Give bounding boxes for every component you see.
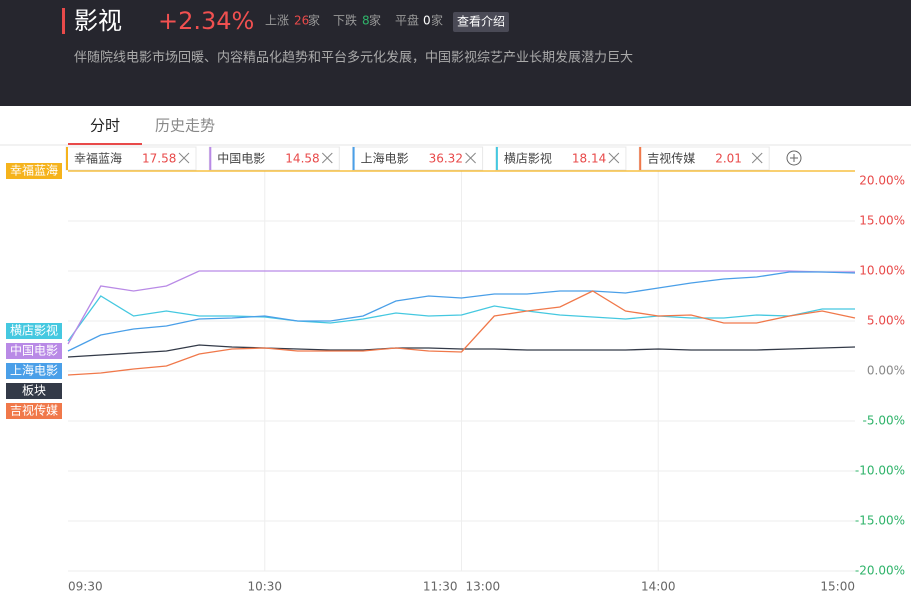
series-tag [6,403,62,419]
chip-name: 吉视传媒 [647,151,695,166]
chip-name: 中国电影 [217,151,265,166]
series-tag [6,343,62,359]
chip-color [495,147,498,170]
series-tag-label: 吉视传媒 [10,403,58,418]
chip-close[interactable] [321,152,333,164]
up-count: 26 [294,14,309,28]
add-icon [790,154,798,162]
unit: 家 [369,13,381,28]
title: 影视 [74,7,122,35]
chip-color [209,147,212,170]
chip-price: 36.32 [429,152,463,166]
series-tag [6,363,62,379]
flat-label: 平盘 [395,13,419,28]
series-line [67,295,855,342]
series-line [67,290,856,376]
chip-price: 2.01 [715,152,742,166]
tab[interactable]: 分时 [90,117,120,135]
x-tick-label: 09:30 [68,580,103,594]
up-label: 上涨 [265,13,289,28]
y-tick-label: 5.00% [867,314,905,328]
x-tick-label: 13:00 [466,580,501,594]
chip-name: 上海电影 [361,151,409,166]
y-tick-label: 20.00% [859,174,905,188]
description: 伴随院线电影市场回暖、内容精品化趋势和平台多元化发展，中国影视综艺产业长期发展潜… [74,50,633,66]
chip-price: 17.58 [142,152,176,166]
chip-close[interactable] [751,152,763,164]
chip-name: 横店影视 [504,151,552,166]
chip-name: 幸福蓝海 [74,151,122,166]
flat-count: 0 [423,14,431,28]
intro-button[interactable] [453,12,509,32]
y-tick-label: -10.00% [855,464,905,478]
chip-close[interactable] [465,152,476,164]
unit: 家 [308,13,320,28]
series-tag [6,383,62,399]
chip-color [66,147,68,170]
y-tick-label: 0.00% [867,364,905,378]
chip-close[interactable] [608,152,620,164]
intro-button-label[interactable]: 查看介绍 [457,15,505,29]
chip-close[interactable] [178,152,190,164]
tab[interactable]: 历史走势 [155,117,215,135]
y-tick-label: -20.00% [855,564,905,578]
series-tag [6,323,62,339]
x-tick-label: 10:30 [247,580,282,594]
y-tick-label: 15.00% [859,214,905,228]
unit: 家 [431,13,443,28]
y-tick-label: 10.00% [859,264,905,278]
chip-color [639,147,642,170]
x-tick-label: 14:00 [641,580,676,594]
down-label: 下跌 [333,13,357,28]
tab-underline [68,143,142,145]
x-tick-label: 11:30 [423,580,458,594]
y-tick-label: -15.00% [855,514,905,528]
title-bar [62,8,65,34]
down-count: 8 [362,14,370,28]
series-line [67,271,856,352]
series-line [67,270,855,345]
x-tick-label: 15:00 [820,580,855,594]
change: +2.34% [158,7,254,35]
series-tag-label: 上海电影 [10,363,58,378]
series-tag-label: 幸福蓝海 [10,163,58,178]
series-tag-label: 板块 [22,384,46,398]
series-tag-label: 横店影视 [10,323,58,338]
series-tag-label: 中国电影 [10,343,58,358]
chip-price: 18.14 [572,152,606,166]
series-tag [6,163,62,179]
chip-color [352,147,355,170]
series-line [67,344,856,358]
add-button[interactable] [786,150,802,166]
chip-price: 14.58 [285,152,319,166]
y-tick-label: -5.00% [863,414,905,428]
